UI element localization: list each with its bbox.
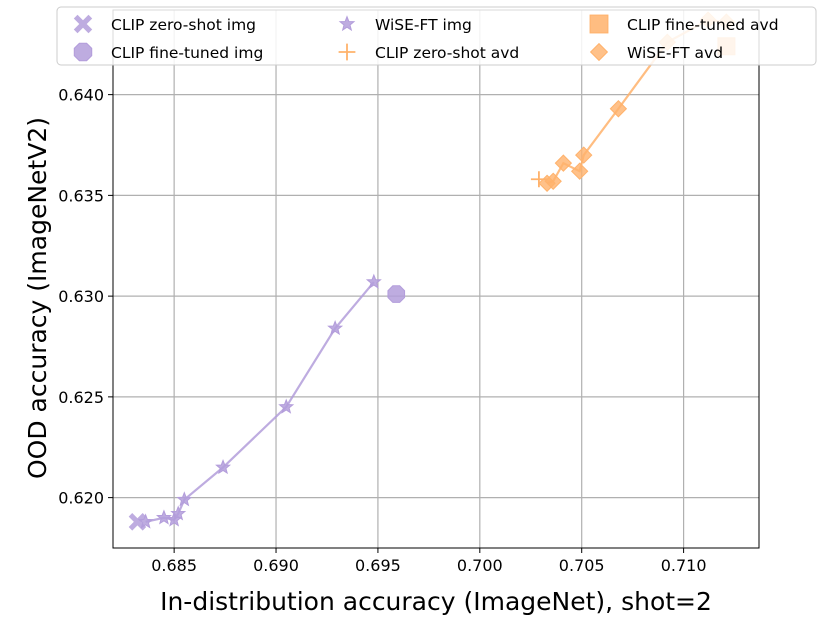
legend-label-clip-zero-shot-avd: CLIP zero-shot avd — [375, 44, 519, 62]
legend: CLIP zero-shot img CLIP fine-tuned img WiS… — [56, 6, 817, 66]
x-tick-label: 0.690 — [253, 556, 299, 575]
point-wise-ft-img — [327, 319, 344, 336]
y-tick-label: 0.620 — [58, 489, 104, 508]
y-tick-label: 0.625 — [58, 388, 104, 407]
legend-marker-wise-ft-img — [338, 15, 356, 32]
point-wise-ft-img — [176, 491, 193, 507]
x-axis-label: In-distribution accuracy (ImageNet), sho… — [160, 587, 712, 616]
legend-marker-wise-ft-avd — [589, 42, 609, 62]
point-wise-ft-img — [155, 509, 172, 525]
ticks: 0.685 0.690 0.695 0.700 0.705 0.710 0.620 0.625… — [58, 86, 706, 575]
legend-label-clip-zero-shot-img: CLIP zero-shot img — [111, 16, 256, 34]
y-tick-label: 0.635 — [58, 186, 104, 205]
series-line — [145, 281, 375, 523]
point-wise-ft-avd — [575, 146, 593, 164]
point-clip-fine-tuned-img — [387, 285, 406, 303]
legend-label-clip-fine-tuned-img: CLIP fine-tuned img — [111, 44, 263, 62]
point-wise-ft-img — [170, 505, 187, 521]
x-tick-label: 0.700 — [457, 556, 503, 575]
x-tick-label: 0.710 — [661, 556, 707, 575]
point-wise-ft-img — [365, 273, 382, 289]
point-wise-ft-avd — [609, 100, 628, 118]
y-tick-label: 0.630 — [58, 287, 104, 306]
point-wise-ft-img — [137, 513, 154, 529]
grid — [113, 10, 759, 548]
point-wise-ft-avd — [570, 162, 589, 180]
series — [128, 11, 736, 531]
y-tick-label: 0.640 — [58, 86, 104, 105]
legend-label-wise-ft-img: WiSE-FT img — [375, 16, 472, 34]
legend-marker-clip-zero-shot-img — [73, 14, 93, 34]
point-wise-ft-avd — [544, 172, 562, 190]
point-wise-ft-avd — [554, 154, 573, 172]
point-wise-ft-img — [215, 459, 232, 475]
legend-marker-clip-fine-tuned-avd — [589, 14, 609, 34]
legend-label-wise-ft-avd: WiSE-FT avd — [627, 44, 723, 62]
x-tick-label: 0.685 — [151, 556, 197, 575]
plot-frame — [112, 9, 760, 549]
y-axis-label: OOD accuracy (ImageNetV2) — [23, 117, 52, 479]
legend-label-clip-fine-tuned-avd: CLIP fine-tuned avd — [627, 16, 779, 34]
legend-box — [56, 6, 817, 66]
x-tick-label: 0.695 — [355, 556, 401, 575]
x-tick-label: 0.705 — [559, 556, 605, 575]
legend-marker-clip-zero-shot-avd — [338, 43, 356, 61]
point-wise-ft-img — [278, 398, 295, 414]
legend-marker-clip-fine-tuned-img — [73, 42, 93, 62]
